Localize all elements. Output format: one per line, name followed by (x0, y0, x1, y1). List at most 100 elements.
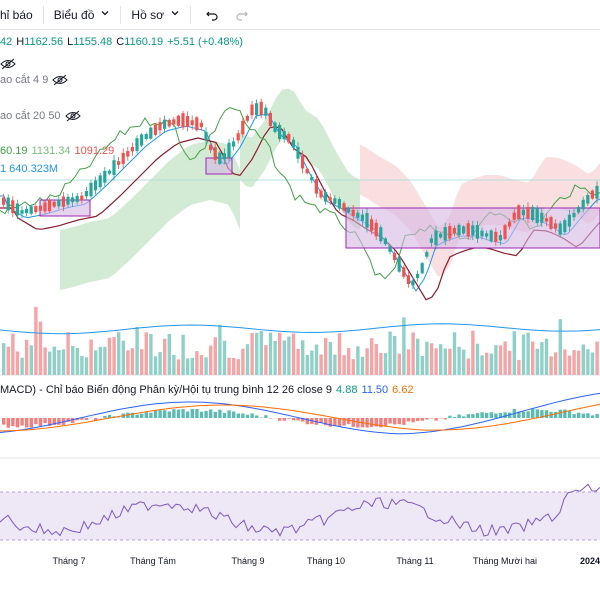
volume-bar (245, 344, 250, 375)
macd-histogram-bar (199, 411, 204, 418)
macd-histogram-bar (374, 418, 378, 427)
volume-bar (57, 350, 61, 375)
volume-bar (439, 344, 443, 375)
volume-bar (337, 333, 342, 375)
indicators-label: hỉ báo (0, 7, 33, 22)
eye-hidden-icon[interactable] (64, 110, 81, 122)
candle-body (34, 206, 38, 213)
candle-body (324, 192, 328, 202)
profile-dropdown[interactable]: Hồ sơ (131, 0, 180, 30)
volume-bar (531, 341, 535, 375)
ma-cross-label-2: ao cắt 20 50 (0, 110, 61, 122)
candle-body (232, 141, 236, 147)
candle-body (268, 112, 272, 127)
macd-histogram-bar (291, 418, 296, 421)
candle-body (498, 235, 502, 241)
volume-bar (172, 354, 176, 375)
indicators-button[interactable]: hỉ báo (0, 0, 33, 30)
candle-body (434, 230, 438, 246)
x-axis-label: Tháng Tám (130, 556, 176, 566)
candle-body (360, 214, 364, 221)
charts-dropdown[interactable]: Biểu đồ (54, 0, 111, 30)
volume-bar (241, 348, 245, 375)
candle-body (411, 280, 415, 286)
volume-bar (370, 338, 374, 375)
candle-body (204, 131, 208, 141)
candle-body (278, 124, 282, 140)
volume-bar (526, 332, 530, 375)
macd-histogram-bar (126, 412, 130, 418)
candle-body (112, 160, 116, 175)
volume-bar (319, 354, 323, 375)
candle-body (328, 197, 332, 201)
redo-icon[interactable] (231, 4, 253, 26)
macd-pane (0, 392, 600, 435)
candle-body (577, 206, 581, 213)
macd-histogram-bar (448, 415, 452, 418)
candle-body (475, 225, 479, 239)
macd-histogram-bar (595, 413, 599, 418)
candle-body (38, 205, 42, 211)
candle-body (264, 107, 268, 116)
candle-body (6, 197, 10, 211)
candle-body (544, 218, 548, 222)
macd-title: MACD) - Chỉ báo Biến động Phân kỳ/Hội tụ… (0, 384, 333, 396)
volume-bar (503, 341, 507, 375)
candle-body (61, 196, 65, 207)
candle-body (563, 220, 567, 233)
volume-bar (402, 317, 406, 375)
candle-body (296, 146, 300, 159)
macd-histogram-bar (71, 418, 75, 423)
candle-body (489, 230, 493, 242)
macd-histogram-bar (567, 410, 572, 418)
volume-bar (291, 333, 296, 375)
candle-body (287, 133, 291, 143)
volume-bar (268, 332, 273, 375)
candle-body (245, 115, 249, 121)
macd-histogram-bar (204, 410, 208, 418)
macd-histogram-bar (222, 412, 227, 418)
macd-histogram-bar (319, 418, 323, 423)
eye-hidden-icon[interactable] (52, 74, 69, 86)
rsi-pane (0, 483, 600, 541)
volume-bar (15, 351, 20, 375)
macd-histogram-bar (144, 412, 148, 418)
candle-body (103, 170, 107, 183)
open-value: 42 (0, 36, 13, 48)
macd-histogram-bar (351, 418, 355, 427)
candle-body (186, 116, 190, 127)
macd-histogram-bar (57, 418, 61, 425)
price-chart-area[interactable] (0, 30, 600, 600)
macd-histogram-bar (544, 410, 549, 418)
undo-icon[interactable] (201, 4, 223, 26)
candle-body (144, 134, 148, 140)
macd-histogram-bar (370, 418, 374, 428)
volume-bar (535, 348, 539, 375)
volume-bar (2, 343, 6, 375)
macd-histogram-bar (29, 418, 33, 428)
volume-bar (176, 359, 181, 375)
candle-body (595, 185, 599, 199)
macd-histogram-bar (282, 418, 286, 421)
volume-bar (84, 357, 89, 375)
volume-bar (540, 342, 544, 375)
candle-body (236, 133, 240, 141)
x-axis-label: Tháng 9 (231, 556, 265, 566)
macd-histogram-bar (190, 408, 194, 418)
macd-histogram-bar (475, 413, 480, 418)
candle-body (94, 180, 98, 191)
volume-bar (94, 350, 98, 375)
rsi-band (0, 492, 600, 540)
candle-body (429, 238, 433, 243)
candle-body (319, 190, 323, 198)
candle-body (222, 153, 226, 160)
volume-bar (163, 338, 167, 375)
volume-bar (296, 348, 300, 375)
toolbar-divider (189, 5, 191, 24)
macd-histogram-bar (209, 409, 213, 418)
macd-histogram-bar (462, 416, 466, 418)
candle-body (457, 224, 461, 236)
eye-hidden-icon[interactable] (0, 58, 16, 70)
candle-body (11, 200, 15, 214)
macd-histogram-bar (471, 414, 475, 418)
